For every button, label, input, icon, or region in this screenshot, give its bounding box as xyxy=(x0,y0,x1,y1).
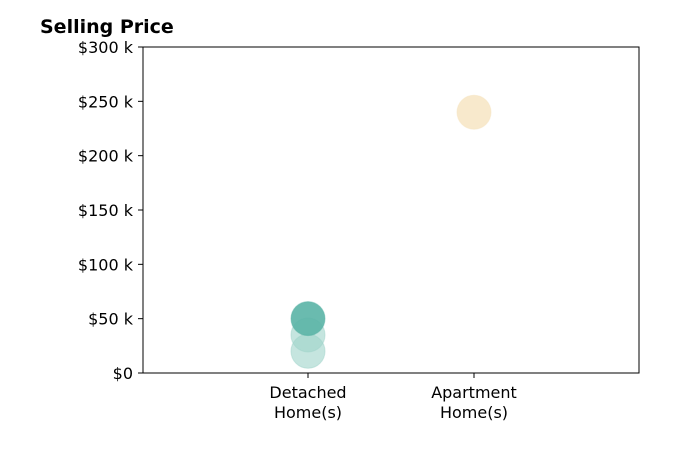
y-tick-label-5: $250 k xyxy=(78,92,134,111)
plot-frame xyxy=(142,46,640,374)
y-tick-label-3: $150 k xyxy=(78,201,134,220)
x-tick-label-0: Detached Home(s) xyxy=(269,383,346,422)
y-tick-label-1: $50 k xyxy=(88,310,134,329)
y-tick-label-0: $0 xyxy=(113,364,133,383)
data-point-2 xyxy=(290,333,326,369)
data-point-0 xyxy=(290,301,326,337)
x-tick-label-1: Apartment Home(s) xyxy=(431,383,517,422)
data-point-3 xyxy=(456,94,492,130)
x-axis: Detached Home(s) Apartment Home(s) xyxy=(269,373,517,422)
y-tick-label-6: $300 k xyxy=(78,38,134,57)
y-axis: $0 $50 k $100 k $150 k $200 k $250 k $300 k xyxy=(78,38,143,383)
points-layer xyxy=(290,94,492,369)
y-tick-label-2: $100 k xyxy=(78,255,134,274)
y-tick-label-4: $200 k xyxy=(78,147,134,166)
chart-title: Selling Price xyxy=(40,16,174,38)
